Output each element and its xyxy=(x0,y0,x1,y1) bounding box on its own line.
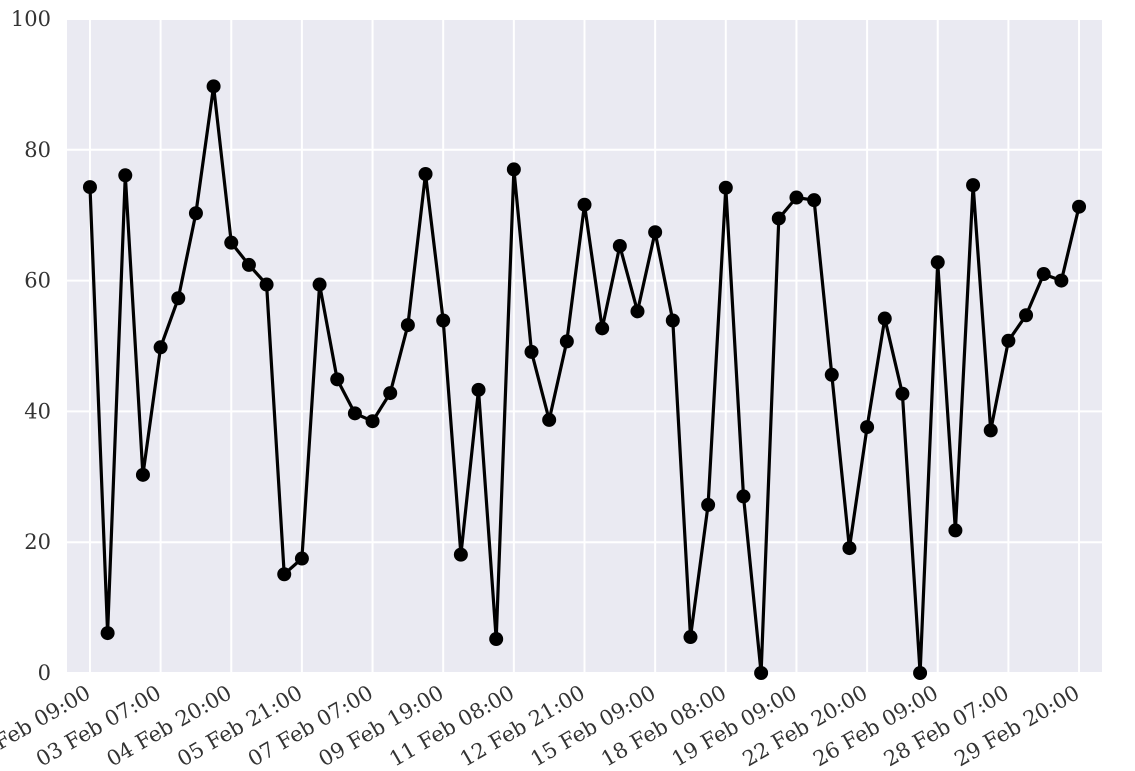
data-point xyxy=(453,547,468,562)
data-point xyxy=(648,225,663,240)
series-points xyxy=(82,79,1087,680)
data-point xyxy=(930,255,945,270)
data-point xyxy=(877,311,892,326)
data-point xyxy=(966,178,981,193)
data-point xyxy=(630,304,645,319)
data-point xyxy=(330,372,345,387)
data-point xyxy=(188,206,203,221)
data-point xyxy=(294,551,309,566)
y-tick-label: 80 xyxy=(24,138,51,162)
data-point xyxy=(913,666,928,680)
data-point xyxy=(665,313,680,328)
data-point xyxy=(612,238,627,253)
data-point xyxy=(82,180,97,195)
data-point xyxy=(948,523,963,538)
data-point xyxy=(559,334,574,349)
data-point xyxy=(1054,273,1069,288)
data-point xyxy=(718,180,733,195)
data-point xyxy=(118,168,133,183)
data-point xyxy=(860,420,875,435)
data-point xyxy=(153,340,168,355)
data-point xyxy=(542,412,557,427)
y-tick-label: 20 xyxy=(24,530,51,554)
data-point xyxy=(595,321,610,336)
data-point xyxy=(1036,267,1051,282)
data-point xyxy=(807,193,822,208)
data-point xyxy=(224,235,239,250)
data-point xyxy=(895,386,910,401)
y-tick-label: 40 xyxy=(24,399,51,423)
data-point xyxy=(842,541,857,556)
y-tick-label: 60 xyxy=(24,269,51,293)
data-point xyxy=(736,489,751,504)
data-point xyxy=(400,318,415,333)
data-point xyxy=(312,277,327,292)
data-point xyxy=(701,497,716,512)
data-point xyxy=(1072,199,1087,214)
data-point xyxy=(506,162,521,177)
data-point xyxy=(489,631,504,646)
data-point xyxy=(683,630,698,645)
data-point xyxy=(347,406,362,421)
grid-lines xyxy=(67,18,1102,674)
data-point xyxy=(1019,308,1034,323)
data-point xyxy=(471,382,486,397)
data-point xyxy=(135,467,150,482)
data-point xyxy=(577,197,592,212)
data-point xyxy=(771,211,786,226)
data-point xyxy=(418,166,433,181)
data-point xyxy=(100,626,115,641)
data-point xyxy=(206,79,221,94)
y-tick-label: 100 xyxy=(11,7,51,31)
data-point xyxy=(983,423,998,438)
data-point xyxy=(436,313,451,328)
data-point xyxy=(171,291,186,306)
y-tick-label: 0 xyxy=(38,661,51,685)
y-axis-ticks: 0 20 40 60 80 100 xyxy=(11,7,51,685)
data-point xyxy=(383,386,398,401)
data-point xyxy=(241,257,256,272)
data-point xyxy=(524,344,539,359)
data-point xyxy=(824,367,839,382)
data-point xyxy=(1001,333,1016,348)
data-point xyxy=(365,414,380,429)
data-point xyxy=(277,567,292,582)
data-point xyxy=(754,666,769,680)
data-point xyxy=(789,190,804,205)
data-point xyxy=(259,277,274,292)
